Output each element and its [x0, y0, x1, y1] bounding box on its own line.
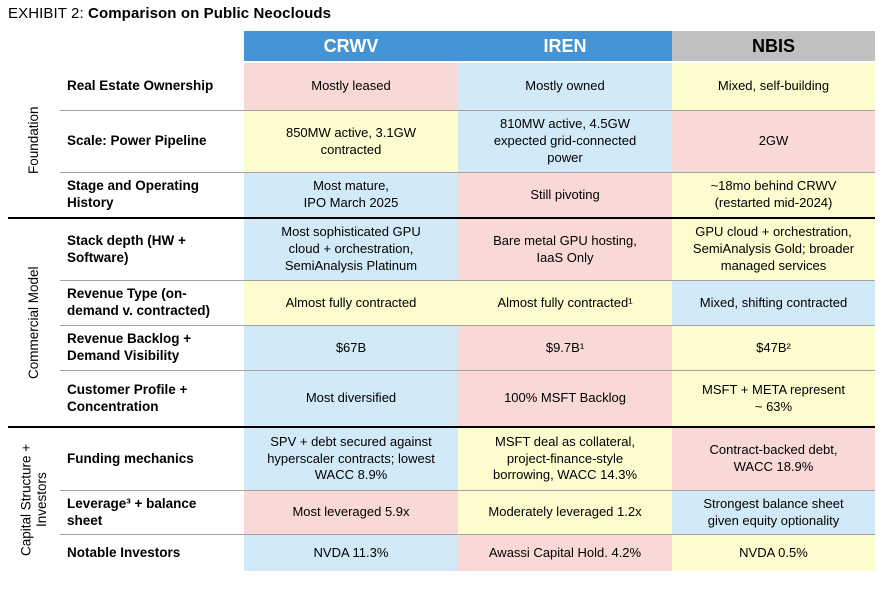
column-header-nbis: NBIS	[672, 31, 875, 61]
exhibit-title-prefix: EXHIBIT 2:	[8, 5, 84, 22]
table-cell: 2GW	[672, 110, 875, 172]
table-cell: Most diversified	[244, 370, 458, 426]
row-label: Scale: Power Pipeline	[60, 110, 244, 172]
section-capital-structure: Capital Structure + Investors Funding me…	[8, 426, 875, 571]
table-cell: 810MW active, 4.5GW expected grid-connec…	[458, 110, 672, 172]
table-header-row: CRWV IREN NBIS	[8, 31, 875, 61]
table-cell: Still pivoting	[458, 172, 672, 217]
column-header-crwv: CRWV	[244, 31, 458, 61]
column-header-iren: IREN	[458, 31, 672, 61]
table-cell: $9.7B¹	[458, 325, 672, 370]
table-cell: Strongest balance sheet given equity opt…	[672, 490, 875, 534]
row-label: Revenue Backlog + Demand Visibility	[60, 325, 244, 370]
table-cell: Contract-backed debt, WACC 18.9%	[672, 428, 875, 490]
table-cell: Most mature, IPO March 2025	[244, 172, 458, 217]
row-label: Funding mechanics	[67, 450, 194, 466]
row-label: Customer Profile + Concentration	[60, 370, 244, 426]
table-cell: Bare metal GPU hosting, IaaS Only	[458, 219, 672, 280]
table-cell: $47B²	[672, 325, 875, 370]
table-cell: Almost fully contracted¹	[458, 280, 672, 325]
table-cell: Moderately leveraged 1.2x	[458, 490, 672, 534]
table-cell: Most sophisticated GPU cloud + orchestra…	[244, 219, 458, 280]
comparison-table: CRWV IREN NBIS Foundation Real Estate Ow…	[8, 31, 875, 571]
table-cell: NVDA 11.3%	[244, 534, 458, 571]
section-label-foundation: Foundation	[26, 106, 42, 174]
row-label: Revenue Type (on- demand v. contracted)	[60, 280, 244, 325]
row-label: Notable Investors	[60, 534, 244, 571]
table-cell: MSFT + META represent ~ 63%	[672, 370, 875, 426]
table-cell: SPV + debt secured against hyperscaler c…	[244, 428, 458, 490]
exhibit-title: EXHIBIT 2: Comparison on Public Neocloud…	[8, 5, 891, 22]
table-cell: 850MW active, 3.1GW contracted	[244, 110, 458, 172]
header-spacer	[8, 31, 60, 61]
row-label: Stack depth (HW + Software)	[67, 232, 186, 265]
section-label-capital-structure: Capital Structure + Investors	[18, 443, 49, 556]
table-cell: GPU cloud + orchestration, SemiAnalysis …	[672, 219, 875, 280]
table-cell: Mostly owned	[458, 63, 672, 110]
header-spacer	[60, 31, 244, 61]
table-cell: Most leveraged 5.9x	[244, 490, 458, 534]
section-commercial-model: Commercial Model Stack depth (HW + Softw…	[8, 217, 875, 426]
table-cell: ~18mo behind CRWV (restarted mid-2024)	[672, 172, 875, 217]
table-cell: Awassi Capital Hold. 4.2%	[458, 534, 672, 571]
row-label: Leverage³ + balance sheet	[60, 490, 244, 534]
table-cell: Mixed, self-building	[672, 63, 875, 110]
table-cell: $67B	[244, 325, 458, 370]
table-cell: Mixed, shifting contracted	[672, 280, 875, 325]
table-cell: Mostly leased	[244, 63, 458, 110]
row-label: Stage and Operating History	[60, 172, 244, 217]
section-foundation: Foundation Real Estate Ownership Mostly …	[8, 63, 875, 217]
table-cell: 100% MSFT Backlog	[458, 370, 672, 426]
table-cell: Almost fully contracted	[244, 280, 458, 325]
row-label: Real Estate Ownership	[67, 78, 214, 94]
section-label-commercial-model: Commercial Model	[26, 266, 42, 379]
exhibit-title-main: Comparison on Public Neoclouds	[88, 5, 332, 22]
table-cell: NVDA 0.5%	[672, 534, 875, 571]
table-cell: MSFT deal as collateral, project-finance…	[458, 428, 672, 490]
